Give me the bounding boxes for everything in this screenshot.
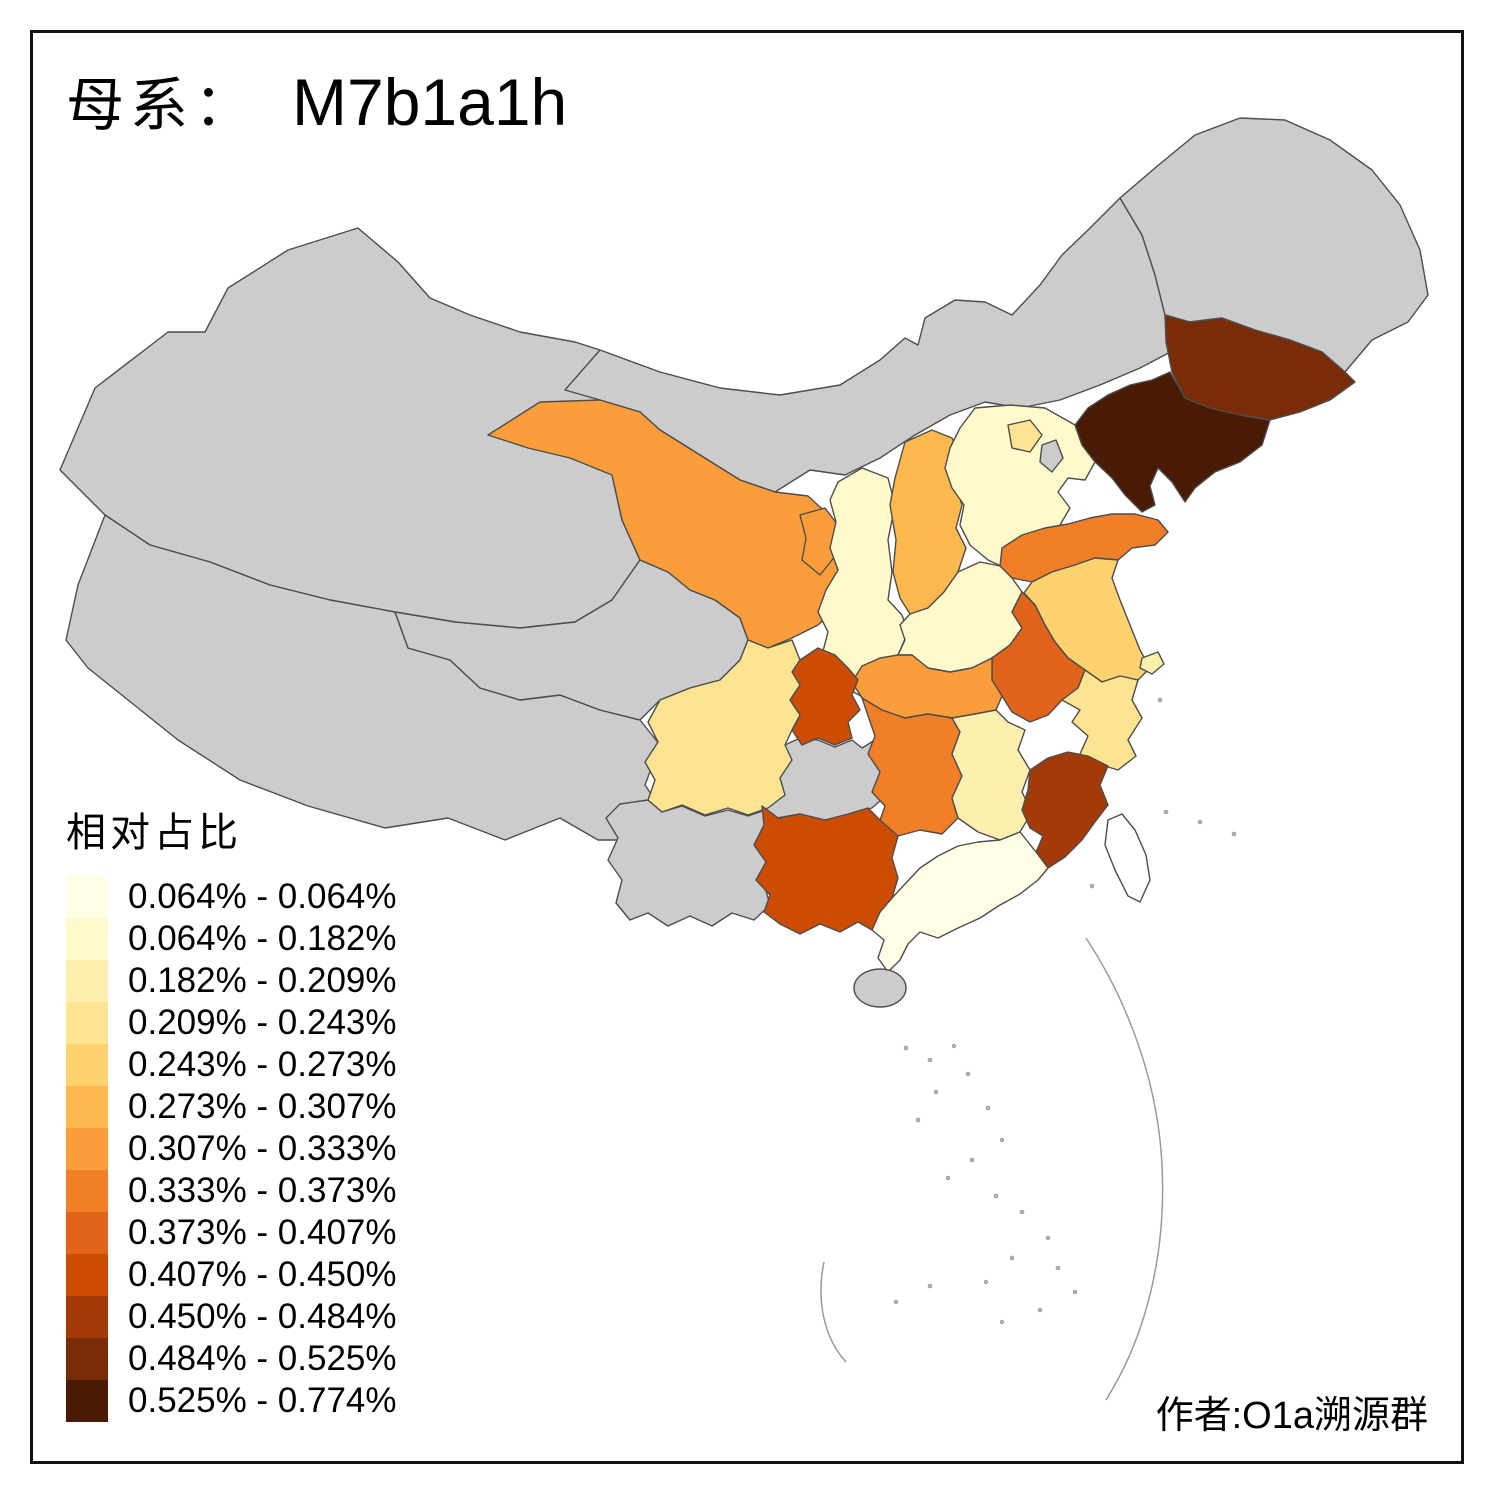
legend-label: 0.064% - 0.182% [128, 919, 397, 958]
legend-label: 0.182% - 0.209% [128, 961, 397, 1000]
island-dots [893, 697, 1237, 1325]
legend-label: 0.064% - 0.064% [128, 877, 397, 916]
legend-item: 0.064% - 0.182% [66, 918, 397, 960]
legend-label: 0.525% - 0.774% [128, 1381, 397, 1420]
province-taiwan [1104, 813, 1151, 903]
province-tianjin [1039, 439, 1064, 473]
legend-item: 0.333% - 0.373% [66, 1170, 397, 1212]
legend-item: 0.525% - 0.774% [66, 1380, 397, 1422]
legend-item: 0.407% - 0.450% [66, 1254, 397, 1296]
legend-label: 0.333% - 0.373% [128, 1171, 397, 1210]
legend-item: 0.273% - 0.307% [66, 1086, 397, 1128]
legend-label: 0.484% - 0.525% [128, 1339, 397, 1378]
sea-boundary-line-east [1085, 937, 1164, 1401]
province-liaoning [1074, 371, 1271, 513]
province-jilin [1164, 314, 1356, 421]
legend-label: 0.307% - 0.333% [128, 1129, 397, 1168]
legend-swatch [66, 918, 108, 960]
legend-swatch [66, 1128, 108, 1170]
legend-item: 0.373% - 0.407% [66, 1212, 397, 1254]
legend-label: 0.373% - 0.407% [128, 1213, 397, 1252]
legend-item: 0.307% - 0.333% [66, 1128, 397, 1170]
legend-label: 0.450% - 0.484% [128, 1297, 397, 1336]
legend-swatch [66, 1212, 108, 1254]
legend-item: 0.243% - 0.273% [66, 1044, 397, 1086]
legend-swatch [66, 1338, 108, 1380]
legend-swatch [66, 1380, 108, 1422]
legend-swatch [66, 1002, 108, 1044]
province-ningxia [799, 507, 841, 576]
province-gansu [487, 399, 849, 649]
province-guangdong [871, 831, 1049, 973]
province-fujian [1021, 751, 1109, 869]
province-yunnan [605, 799, 777, 927]
province-zhejiang [1061, 669, 1143, 771]
province-shanghai [1139, 651, 1165, 675]
legend-swatch [66, 1254, 108, 1296]
legend-title: 相对占比 [66, 811, 242, 855]
legend-swatch [66, 1170, 108, 1212]
legend-swatch [66, 1086, 108, 1128]
legend-label: 0.243% - 0.273% [128, 1045, 397, 1084]
legend-swatch [66, 960, 108, 1002]
author-credit: 作者:O1a溯源群 [1155, 1395, 1428, 1437]
legend-item: 0.484% - 0.525% [66, 1338, 397, 1380]
province-anhui [991, 591, 1086, 723]
title-prefix: 母系： [66, 73, 259, 138]
legend-swatch [66, 876, 108, 918]
province-hunan [861, 697, 963, 837]
legend: 相对占比 0.064% - 0.064% 0.064% - 0.182% 0.1… [66, 800, 397, 1422]
province-hainan [853, 968, 907, 1008]
plot-border [30, 30, 1464, 1464]
legend-label: 0.407% - 0.450% [128, 1255, 397, 1294]
legend-item: 0.209% - 0.243% [66, 1002, 397, 1044]
sea-boundary-line-west [820, 1261, 847, 1363]
province-guangxi [753, 805, 899, 935]
legend-item: 0.182% - 0.209% [66, 960, 397, 1002]
province-jiangxi [951, 709, 1033, 841]
province-sichuan [644, 639, 801, 816]
page-title: 母系： M7b1a1h [66, 58, 567, 142]
legend-label: 0.209% - 0.243% [128, 1003, 397, 1042]
legend-swatch [66, 1044, 108, 1086]
legend-item: 0.450% - 0.484% [66, 1296, 397, 1338]
legend-item: 0.064% - 0.064% [66, 876, 397, 918]
title-haplogroup: M7b1a1h [292, 65, 568, 139]
legend-swatch [66, 1296, 108, 1338]
province-beijing [1007, 419, 1043, 453]
legend-label: 0.273% - 0.307% [128, 1087, 397, 1126]
